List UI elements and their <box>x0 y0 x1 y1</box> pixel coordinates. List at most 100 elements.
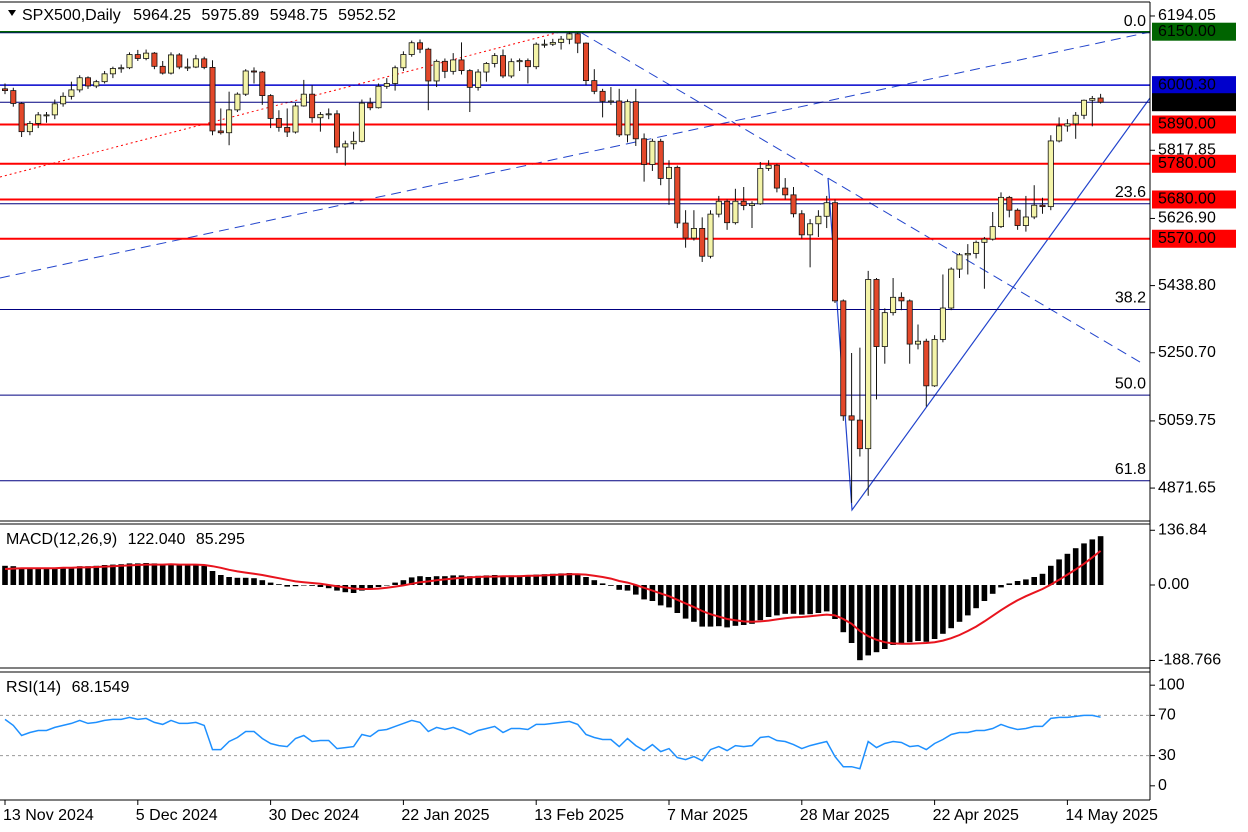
x-tick-label: 28 Mar 2025 <box>800 807 890 824</box>
macd-bar <box>782 585 788 614</box>
macd-bar <box>500 575 506 585</box>
macd-bar <box>52 567 58 585</box>
macd-bar <box>915 585 921 641</box>
macd-bar <box>923 585 930 642</box>
macd-bar <box>1097 536 1104 585</box>
macd-bar <box>848 585 855 643</box>
x-tick-label: 7 Mar 2025 <box>667 807 748 824</box>
candle-body-down <box>201 58 208 68</box>
macd-bar <box>989 585 996 594</box>
macd-bar <box>226 577 232 585</box>
level-box <box>1152 22 1236 41</box>
rsi-panel <box>0 714 1150 770</box>
macd-bar <box>608 585 614 586</box>
macd-bar <box>682 585 689 619</box>
macd-bar <box>392 582 398 585</box>
trend-line <box>0 31 1150 279</box>
candle-body-up <box>143 52 150 59</box>
macd-bar <box>641 585 647 600</box>
candle-body-up <box>707 213 714 257</box>
candle-body-down <box>591 80 598 92</box>
candle-body-down <box>499 55 506 77</box>
level-label: 6150.00 <box>1158 23 1216 40</box>
y-tick-label: 4871.65 <box>1158 479 1216 496</box>
macd-bar <box>43 568 50 585</box>
macd-value: 122.040 <box>128 531 186 548</box>
candle-body-up <box>1064 123 1071 127</box>
x-tick-label: 5 Dec 2024 <box>136 807 218 824</box>
fib-label: 23.6 <box>1115 184 1146 201</box>
fib-label: 0.0 <box>1124 13 1146 30</box>
candle-body-down <box>699 228 706 257</box>
candle-body-up <box>607 100 614 103</box>
candle-body-up <box>475 71 482 88</box>
candle-body-up <box>566 33 573 40</box>
candle-body-up <box>400 54 407 69</box>
macd-bar <box>574 573 581 585</box>
macd-bar <box>757 585 764 621</box>
macd-bar <box>267 582 274 585</box>
macd-bar <box>699 585 705 627</box>
macd-bar <box>309 585 315 586</box>
macd-bar <box>973 585 979 609</box>
candle-body-down <box>1039 204 1046 208</box>
rsi-name: RSI(14) <box>6 679 61 696</box>
macd-bar <box>541 574 548 585</box>
candle-body-down <box>441 60 448 72</box>
macd-bar <box>251 578 257 585</box>
y-tick-label: 136.84 <box>1158 521 1207 538</box>
y-tick-label: 0 <box>1158 777 1167 794</box>
rsi-value: 68.1549 <box>72 679 130 696</box>
candle-body-up <box>998 196 1005 228</box>
candle-body-down <box>724 200 731 224</box>
candle-body-up <box>715 200 722 215</box>
chart-title: SPX500,Daily 5964.25 5975.89 5948.75 595… <box>22 7 396 24</box>
candle-body-down <box>425 48 432 82</box>
candle-body-up <box>109 68 116 75</box>
candle-body-up <box>558 38 565 43</box>
candle-body-up <box>51 103 58 116</box>
menu-triangle[interactable] <box>8 10 16 16</box>
macd-bar <box>85 566 91 585</box>
y-tick-label: 5250.70 <box>1158 344 1216 361</box>
candle-body-down <box>159 65 166 74</box>
macd-bar <box>691 585 697 622</box>
macd-bar <box>807 585 813 615</box>
level-label: 6000.30 <box>1158 76 1216 93</box>
macd-bar <box>1064 553 1071 585</box>
level-label: 5890.00 <box>1158 116 1216 133</box>
candle-body-up <box>1072 114 1079 125</box>
candle-body-down <box>209 67 216 132</box>
macd-bar <box>143 563 149 585</box>
candle-body-down <box>740 200 747 206</box>
candle-body-down <box>790 194 797 215</box>
candle-body-down <box>275 118 282 128</box>
macd-bar <box>790 585 797 614</box>
macd-bar <box>292 585 299 587</box>
rsi-title: RSI(14) 68.1549 <box>6 679 130 696</box>
candle-body-down <box>134 54 141 59</box>
macd-bar <box>657 585 664 606</box>
candle-body-down <box>1097 97 1104 103</box>
candle-body-up <box>1047 140 1054 208</box>
candle-body-up <box>939 307 946 340</box>
macd-bar <box>832 585 838 619</box>
y-tick-label: -188.766 <box>1158 652 1221 669</box>
candle-body-up <box>234 93 241 111</box>
candle-body-up <box>450 59 457 72</box>
candle-body-down <box>632 101 639 140</box>
candle-body-down <box>250 70 257 73</box>
level-label: 5680.00 <box>1158 191 1216 208</box>
candle-body-down <box>458 59 465 72</box>
macd-bar <box>550 573 556 585</box>
candle-body-up <box>433 60 440 82</box>
macd-bar <box>906 585 913 643</box>
candle-body-up <box>1031 204 1038 218</box>
candle-body-down <box>873 279 880 347</box>
x-tick-label: 30 Dec 2024 <box>269 807 360 824</box>
candle-body-up <box>118 67 125 70</box>
macd-name: MACD(12,26,9) <box>6 531 117 548</box>
candle-body-up <box>890 296 897 314</box>
candle-body-up <box>1081 99 1088 116</box>
candle-body-down <box>923 340 930 387</box>
